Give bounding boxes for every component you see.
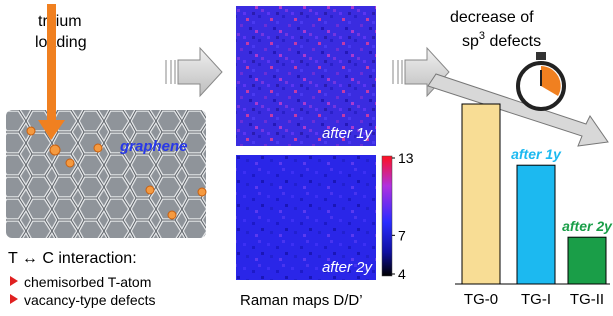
colorbar-tick-label: 7	[398, 227, 406, 243]
bar	[568, 237, 606, 284]
annotation-part: sp	[462, 33, 479, 50]
x-tick-label: TG-0	[464, 291, 498, 308]
block-arrow-stripes	[166, 60, 175, 84]
bar	[462, 104, 500, 284]
bullet-text: chemisorbed T-atom	[24, 274, 151, 290]
bullet-text: vacancy-type defects	[24, 292, 156, 308]
annotation: sp3 defects	[462, 30, 541, 50]
bar-label: after 2y	[562, 218, 613, 234]
bullet	[10, 294, 18, 304]
colorbar-tick-label: 4	[398, 266, 406, 282]
x-tick-label: TG-II	[570, 291, 604, 308]
bullet	[10, 276, 18, 286]
colorbar	[382, 156, 392, 276]
block-arrow	[178, 48, 222, 96]
stopwatch	[518, 52, 564, 109]
annotation-part: defects	[485, 33, 541, 50]
bar-label: after 1y	[511, 146, 562, 162]
annotation: decrease of	[450, 9, 534, 26]
x-tick-label: TG-I	[521, 291, 551, 308]
figure: tritium loading graphene T ↔ C interacti…	[0, 0, 613, 311]
map-label: after 1y	[322, 125, 374, 142]
loading-arrow	[47, 4, 56, 122]
graphene-image	[6, 110, 206, 238]
caption: Raman maps D/D’	[240, 292, 363, 309]
loading-label: tritium	[38, 13, 82, 30]
bar	[517, 165, 555, 284]
graphene-label: graphene	[119, 138, 188, 155]
loading-label: loading	[35, 34, 87, 51]
block-arrow-stripes	[393, 60, 402, 84]
colorbar-tick-label: 13	[398, 150, 414, 166]
interaction-title: T ↔ C interaction:	[8, 250, 137, 267]
map-label: after 2y	[322, 259, 374, 276]
